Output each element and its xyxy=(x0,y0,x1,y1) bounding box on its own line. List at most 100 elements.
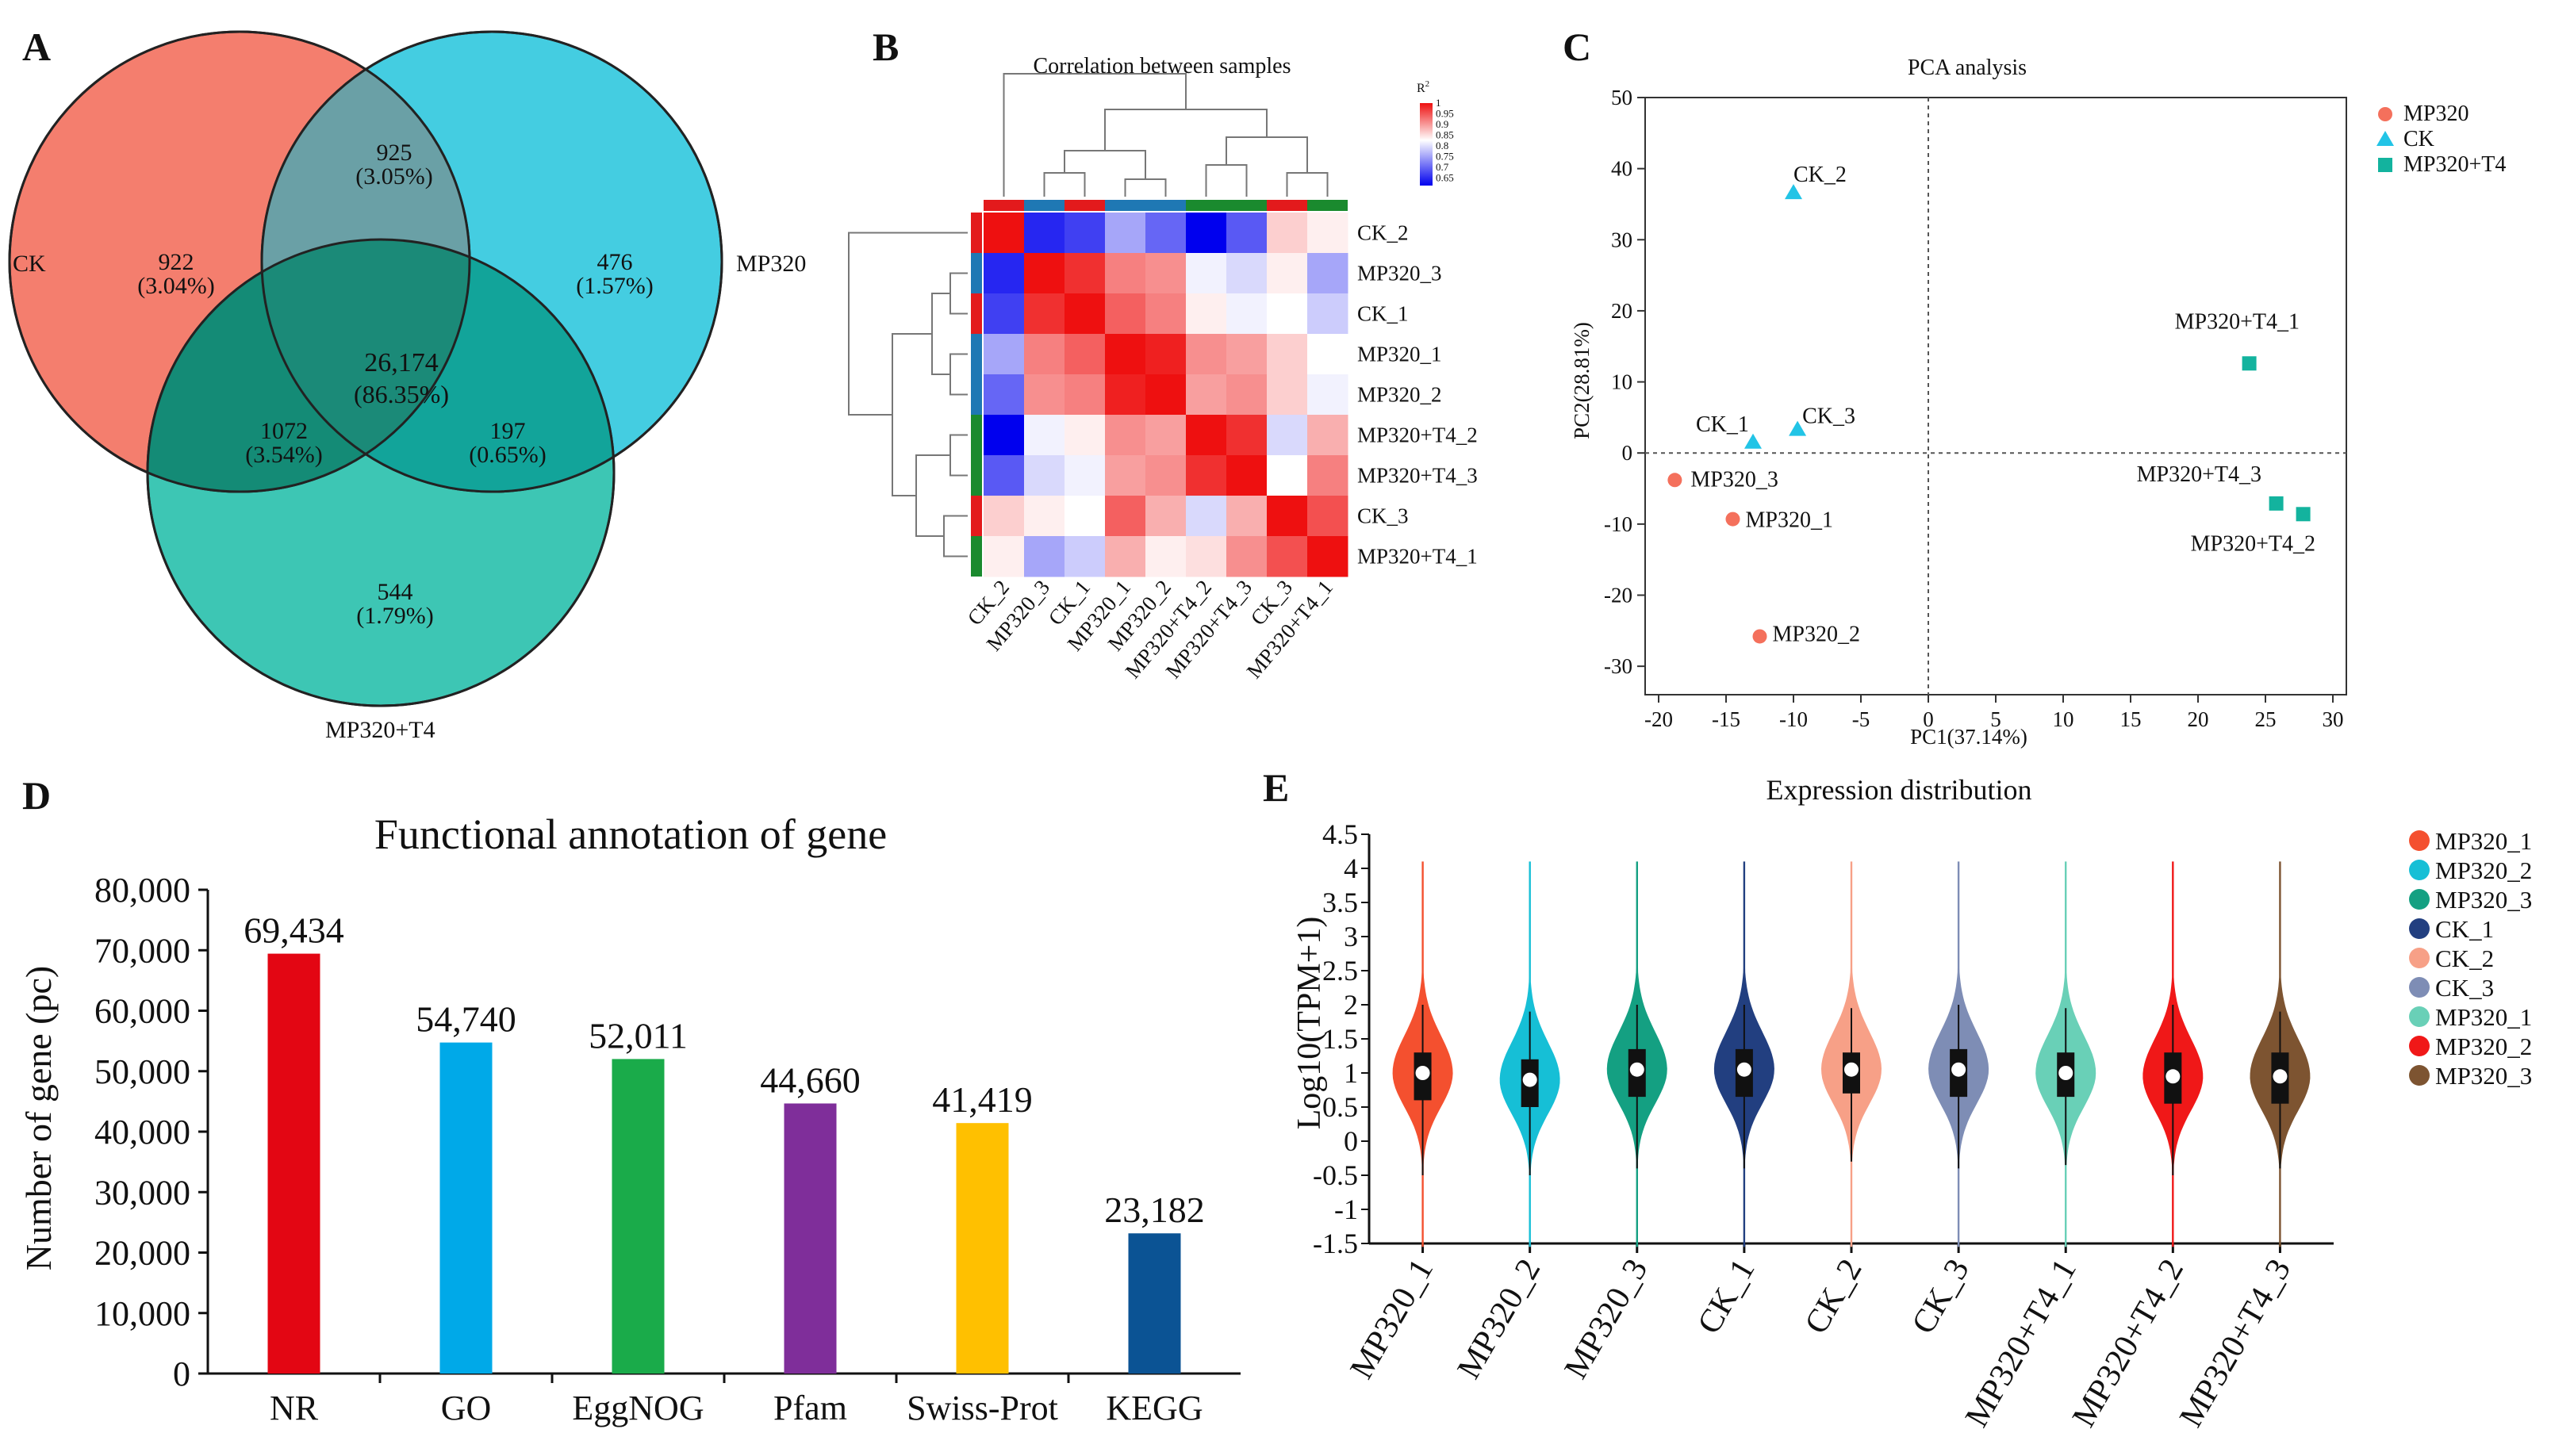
violin-legend-label: MP320_3 xyxy=(2435,886,2532,914)
violin-legend-marker xyxy=(2409,977,2430,998)
heatmap-cell xyxy=(1024,213,1065,254)
heatmap-cell xyxy=(1065,455,1106,496)
bar-value-label: 44,660 xyxy=(760,1059,861,1100)
heatmap-col-group-bar xyxy=(1186,200,1226,211)
violin-y-tick: 0.5 xyxy=(1322,1091,1358,1123)
pca-legend-marker xyxy=(2378,158,2392,172)
violin-median xyxy=(1951,1062,1966,1077)
pca-y-tick: 50 xyxy=(1611,86,1632,109)
heatmap-row-group-bar xyxy=(971,293,982,334)
bar-value-label: 52,011 xyxy=(589,1015,688,1056)
heatmap-cell xyxy=(1145,253,1187,294)
pca-y-tick: 10 xyxy=(1611,370,1632,394)
violin-group xyxy=(1606,861,1667,1247)
heatmap-row-label: MP320+T4_2 xyxy=(1357,423,1478,447)
heatmap-col-group-bar xyxy=(1267,200,1307,211)
heatmap-cell xyxy=(1145,415,1187,456)
pca-point xyxy=(2269,496,2284,511)
pca-point-label: MP320+T4_2 xyxy=(2191,531,2315,556)
violin-legend-label: CK_2 xyxy=(2435,944,2494,972)
heatmap-cell xyxy=(1267,253,1308,294)
heatmap-cell xyxy=(1024,253,1065,294)
heatmap-cell xyxy=(1145,213,1187,254)
bar-value-label: 54,740 xyxy=(416,999,516,1040)
heatmap-cell xyxy=(1267,213,1308,254)
heatmap-cell xyxy=(984,293,1025,335)
heatmap-cell xyxy=(1024,415,1065,456)
pca-plot-frame xyxy=(1644,97,2347,695)
violin-legend-marker xyxy=(2409,1036,2430,1056)
violin-y-tick: 0 xyxy=(1344,1125,1358,1157)
pca-chart: PCA analysis -20 -15 -10 -5 0 5 10 15 20 25 30 -30 -… xyxy=(1570,56,2506,749)
heatmap-cell xyxy=(1065,415,1106,456)
heatmap-dendrograms xyxy=(848,73,1329,557)
violin-median xyxy=(1522,1072,1537,1087)
bar-category-label: Pfam xyxy=(773,1389,847,1427)
violin-x-label: MP320+T4_3 xyxy=(2173,1253,2298,1433)
violin-median xyxy=(2273,1069,2288,1084)
bar xyxy=(784,1103,837,1374)
expression-violin-chart: Expression distribution Log10(TPM+1) -1.… xyxy=(1291,774,2532,1433)
annotation-bar-chart: Functional annotation of gene Number of … xyxy=(18,810,1241,1427)
venn-set-label-mp320-t4: MP320+T4 xyxy=(325,717,435,743)
pca-point xyxy=(1725,512,1740,527)
heatmap-colorbar-title: R2 xyxy=(1417,79,1429,95)
pca-legend-marker xyxy=(2378,107,2392,121)
venn-pct-ck-t4: (3.54%) xyxy=(245,442,322,468)
pca-point-label: MP320+T4_3 xyxy=(2137,462,2261,487)
heatmap-colorbar-tick: 0.75 xyxy=(1436,151,1454,163)
heatmap-cell xyxy=(1105,253,1146,294)
heatmap-colorbar-tick: 0.8 xyxy=(1436,140,1448,151)
venn-pct-mp-only: (1.57%) xyxy=(576,273,653,299)
violin-legend-marker xyxy=(2409,889,2430,910)
heatmap-cell xyxy=(1145,374,1187,416)
pca-point-label: MP320+T4_1 xyxy=(2175,309,2300,334)
heatmap-cell xyxy=(1307,536,1348,577)
pca-x-tick: -20 xyxy=(1644,707,1673,731)
venn-count-ck-mp: 925 xyxy=(377,140,412,166)
heatmap-cell xyxy=(1105,496,1146,537)
venn-count-all: 26,174 xyxy=(364,348,439,377)
violin-group xyxy=(1392,861,1453,1247)
heatmap-cell xyxy=(1186,213,1227,254)
heatmap-cell xyxy=(1024,536,1065,577)
violin-group xyxy=(2142,861,2204,1247)
heatmap-cell xyxy=(1267,455,1308,496)
bar-y-tick: 0 xyxy=(173,1354,190,1393)
violin-x-label: CK_2 xyxy=(1798,1253,1870,1340)
heatmap-cell xyxy=(1145,455,1187,496)
heatmap-cell xyxy=(1024,455,1065,496)
heatmap-cell xyxy=(1186,253,1227,294)
bar-category-label: Swiss-Prot xyxy=(907,1389,1058,1427)
heatmap-row-label: MP320_1 xyxy=(1357,343,1442,366)
heatmap-row-label: CK_3 xyxy=(1357,504,1409,528)
heatmap-title: Correlation between samples xyxy=(1033,54,1291,79)
bar-y-label: Number of gene (pc) xyxy=(18,966,59,1270)
heatmap-cell xyxy=(1186,496,1227,537)
violin-legend-label: CK_3 xyxy=(2435,974,2494,1002)
heatmap-cell xyxy=(1145,536,1187,577)
violin-group xyxy=(1928,861,1989,1247)
heatmap-cell xyxy=(1024,374,1065,416)
heatmap-colorbar-tick: 0.95 xyxy=(1436,108,1454,120)
heatmap-row-label: CK_2 xyxy=(1357,221,1409,245)
pca-y-tick: 20 xyxy=(1611,299,1632,323)
bar xyxy=(439,1042,493,1374)
violin-x-label: MP320_3 xyxy=(1558,1253,1655,1385)
heatmap-cell xyxy=(1105,293,1146,335)
heatmap-cell xyxy=(1186,455,1227,496)
heatmap-cell xyxy=(984,334,1025,375)
pca-point xyxy=(1752,629,1767,644)
pca-point xyxy=(2296,507,2311,522)
heatmap-col-group-bar xyxy=(1307,200,1348,211)
pca-x-tick: 0 xyxy=(1923,707,1934,731)
heatmap-cell xyxy=(1226,253,1268,294)
pca-y-tick: 30 xyxy=(1611,228,1632,251)
heatmap-row-group-bar xyxy=(971,496,982,536)
heatmap-cell xyxy=(1186,536,1227,577)
pca-x-tick: 20 xyxy=(2188,707,2209,731)
violin-legend-marker xyxy=(2409,1065,2430,1086)
heatmap-cell xyxy=(984,536,1025,577)
violin-y-tick: -1.5 xyxy=(1313,1228,1358,1259)
pca-x-tick: -5 xyxy=(1852,707,1870,731)
